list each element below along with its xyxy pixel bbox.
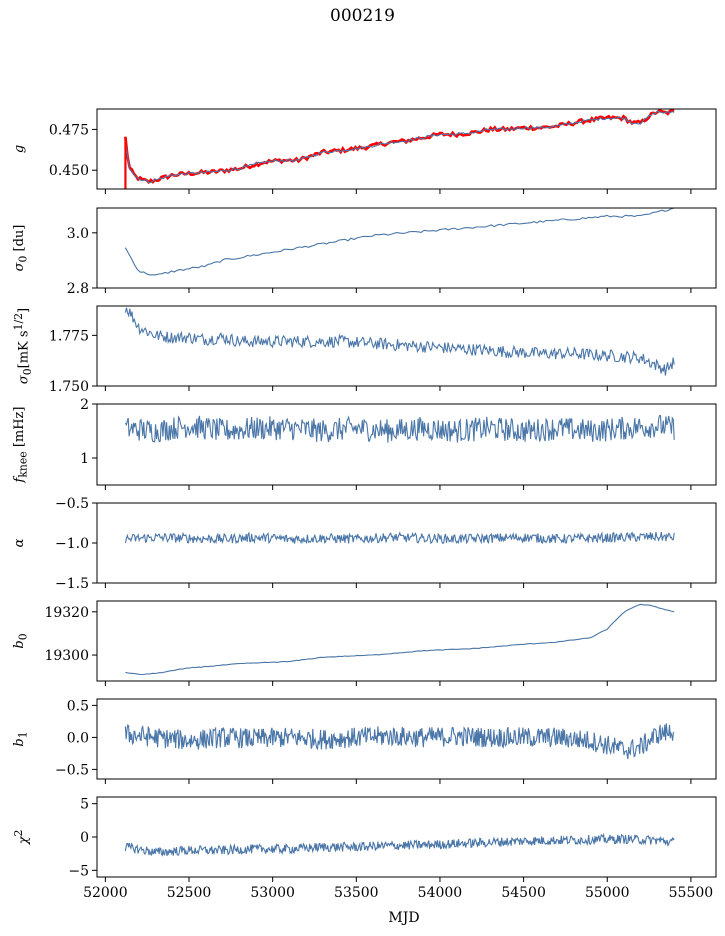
y-tick-label: 2.8 — [67, 281, 89, 297]
y-axis-label: b0 — [12, 633, 30, 649]
series-line-1 — [124, 208, 675, 276]
x-tick-label: 54000 — [418, 885, 463, 901]
y-axis-label: fknee [mHz] — [12, 406, 30, 483]
axes-frame — [96, 403, 717, 486]
y-tick-label: 1.750 — [49, 379, 89, 395]
y-tick-label: 0.450 — [49, 163, 89, 179]
subplot-1: 0.450 0.475 g — [12, 108, 717, 194]
series-line-2 — [124, 110, 675, 183]
y-axis-label: σ0 [du] — [12, 224, 30, 272]
y-tick-label: 3.0 — [67, 226, 89, 242]
y-axis-label: χ2 — [12, 829, 32, 845]
y-tick-label: −1.0 — [55, 536, 89, 552]
series-line-1 — [124, 723, 675, 760]
x-tick-label: 55000 — [585, 885, 630, 901]
y-tick-label: 5 — [80, 797, 89, 813]
subplot-4: 1 2 fknee [mHz] — [12, 397, 717, 490]
y-tick-label: 1 — [80, 451, 89, 467]
axes-frame — [96, 305, 717, 387]
series-line-1 — [124, 832, 675, 857]
series-line-1 — [124, 414, 675, 443]
axes-frame — [96, 698, 717, 780]
figure-title: 000219 — [330, 6, 395, 26]
x-tick-label: 52000 — [83, 885, 128, 901]
axes-frame — [96, 502, 717, 584]
y-tick-label: 2 — [80, 397, 89, 413]
subplot-5: −1.5 −1.0 −0.5 α — [12, 496, 717, 592]
y-tick-label: 1.775 — [49, 328, 89, 344]
subplot-7: −0.5 0.0 0.5 b1 — [12, 698, 717, 784]
series-line-1 — [124, 307, 675, 376]
y-axis-label: g — [12, 144, 27, 154]
x-tick-label: 53000 — [250, 885, 295, 901]
y-tick-label: 19300 — [44, 648, 89, 664]
y-tick-label: 19320 — [44, 605, 89, 621]
y-axis-label: b1 — [12, 731, 30, 747]
x-tick-label: 52500 — [167, 885, 212, 901]
y-tick-label: −5 — [68, 863, 89, 879]
x-tick-label: 54500 — [501, 885, 546, 901]
y-axis-label: α — [12, 538, 27, 548]
y-tick-label: 0.5 — [67, 698, 89, 714]
series-line-1 — [124, 109, 675, 185]
y-tick-label: 0.0 — [67, 730, 89, 746]
axes-frame — [96, 600, 717, 682]
axes-frame — [96, 108, 717, 190]
subplot-2: 2.8 3.0 σ0 [du] — [12, 207, 717, 297]
x-tick-label: 53500 — [334, 885, 379, 901]
y-tick-label: 0.475 — [49, 122, 89, 138]
x-tick-label: 55500 — [669, 885, 714, 901]
subplot-3: 1.750 1.775 σ0[mK s1/2] — [12, 305, 717, 395]
y-tick-label: −1.5 — [55, 576, 89, 592]
y-axis-label: σ0[mK s1/2] — [12, 307, 34, 385]
y-tick-label: 0 — [80, 830, 89, 846]
y-tick-label: −0.5 — [55, 762, 89, 778]
axes-frame — [96, 207, 717, 289]
series-line-1 — [125, 603, 675, 676]
y-tick-label: −0.5 — [55, 496, 89, 512]
series-line-1 — [124, 531, 675, 545]
subplot-8: −5 0 5 52000 52500 53000 53500 54000 54500 55000 5… — [12, 796, 717, 901]
x-axis-label: MJD — [388, 910, 420, 926]
subplot-6: 19300 19320 b0 — [12, 600, 717, 686]
